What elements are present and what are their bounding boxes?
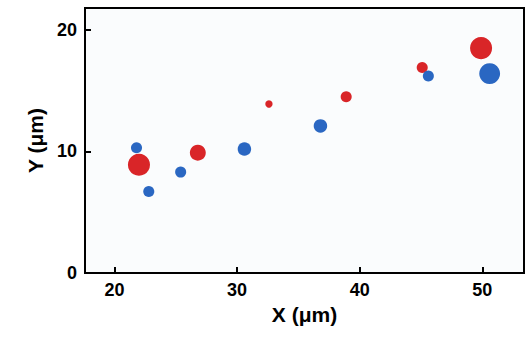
svg-text:X (μm): X (μm) [272,303,337,326]
svg-text:10: 10 [57,141,77,161]
svg-text:30: 30 [227,280,247,300]
svg-text:20: 20 [57,20,77,40]
svg-text:40: 40 [350,280,370,300]
svg-text:20: 20 [104,280,124,300]
svg-text:0: 0 [67,263,77,283]
svg-text:50: 50 [472,280,492,300]
svg-text:Y (μm): Y (μm) [24,108,47,173]
